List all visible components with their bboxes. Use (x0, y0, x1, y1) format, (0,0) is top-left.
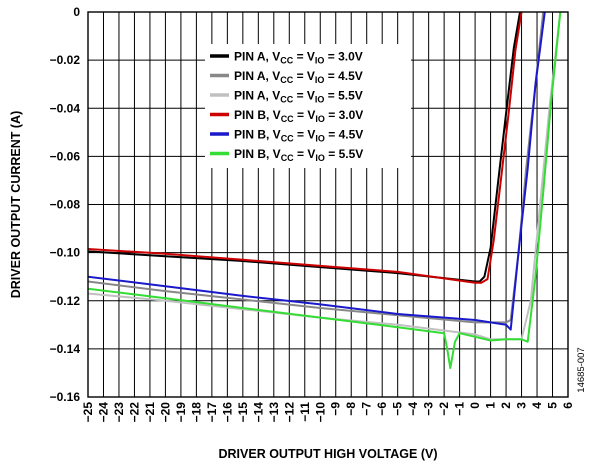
x-tick-label: −7 (360, 402, 374, 416)
series-line-1 (88, 11, 521, 283)
y-tick-label: −0.12 (50, 294, 81, 308)
x-tick-label: 4 (530, 402, 544, 409)
x-tick-label: −13 (267, 402, 281, 423)
y-tick-label: −0.14 (50, 342, 81, 356)
x-tick-label: −11 (298, 402, 312, 422)
x-tick-label: −12 (282, 402, 296, 423)
legend-label: PIN A, VCC = VIO = 4.5V (234, 69, 363, 85)
y-tick-label: −0.06 (50, 149, 81, 163)
y-tick-label: −0.04 (50, 101, 81, 115)
x-tick-label: −16 (220, 402, 234, 423)
legend-label: PIN B, VCC = VIO = 4.5V (234, 128, 363, 144)
x-tick-label: −20 (158, 402, 172, 423)
legend-box (205, 44, 411, 168)
plot-frame (87, 11, 569, 398)
series-line-6 (88, 11, 562, 370)
x-tick-label: 1 (484, 402, 498, 409)
x-tick-label: −3 (422, 402, 436, 416)
tick-labels: 0 −0.02 −0.04 −0.06 −0.08 −0.10 −0.12 −0.14 −0.1… (50, 5, 575, 422)
x-tick-label: −21 (143, 402, 157, 423)
x-tick-label: −1 (453, 402, 467, 416)
series-line-5 (88, 11, 546, 331)
x-tick-label: −4 (406, 402, 420, 416)
x-tick-label: −9 (329, 402, 343, 416)
x-tick-label: −2 (437, 402, 451, 416)
x-axis-title: DRIVER OUTPUT HIGH VOLTAGE (V) (219, 447, 438, 461)
legend-label: PIN B, VCC = VIO = 5.5V (234, 147, 363, 163)
y-tick-label: −0.16 (50, 390, 81, 404)
series-line-4 (88, 11, 523, 284)
x-tick-label: −25 (81, 402, 95, 423)
x-tick-label: −19 (174, 402, 188, 423)
x-tick-label: −24 (96, 402, 110, 423)
x-tick-label: 6 (561, 402, 575, 409)
figure-id: 14685-007 (576, 347, 587, 392)
y-tick-label: −0.10 (50, 246, 81, 260)
x-tick-label: −23 (112, 402, 126, 423)
legend: PIN A, VCC = VIO = 3.0V PIN A, VCC = VIO … (205, 44, 411, 168)
y-tick-label: −0.08 (50, 198, 81, 212)
x-tick-label: 3 (515, 402, 529, 409)
y-axis-title: DRIVER OUTPUT CURRENT (A) (9, 111, 23, 299)
x-tick-label: −5 (391, 402, 405, 416)
x-tick-label: −8 (344, 402, 358, 416)
series-line-3 (88, 11, 562, 341)
x-tick-label: −15 (236, 402, 250, 423)
x-tick-label: −17 (205, 402, 219, 423)
x-tick-label: −6 (375, 402, 389, 416)
legend-label: PIN B, VCC = VIO = 3.0V (234, 108, 363, 124)
x-tick-label: −22 (127, 402, 141, 423)
x-tick-label: −10 (313, 402, 327, 423)
x-tick-label: 2 (499, 402, 513, 409)
legend-label: PIN A, VCC = VIO = 3.0V (234, 50, 363, 66)
series-lines (88, 11, 562, 370)
x-tick-label: 5 (546, 402, 560, 409)
x-tick-label: −14 (251, 402, 265, 423)
x-tick-label: −18 (189, 402, 203, 423)
legend-label: PIN A, VCC = VIO = 5.5V (234, 89, 363, 105)
y-tick-label: 0 (73, 5, 80, 19)
y-tick-label: −0.02 (50, 53, 81, 67)
x-tick-label: 0 (468, 402, 482, 409)
